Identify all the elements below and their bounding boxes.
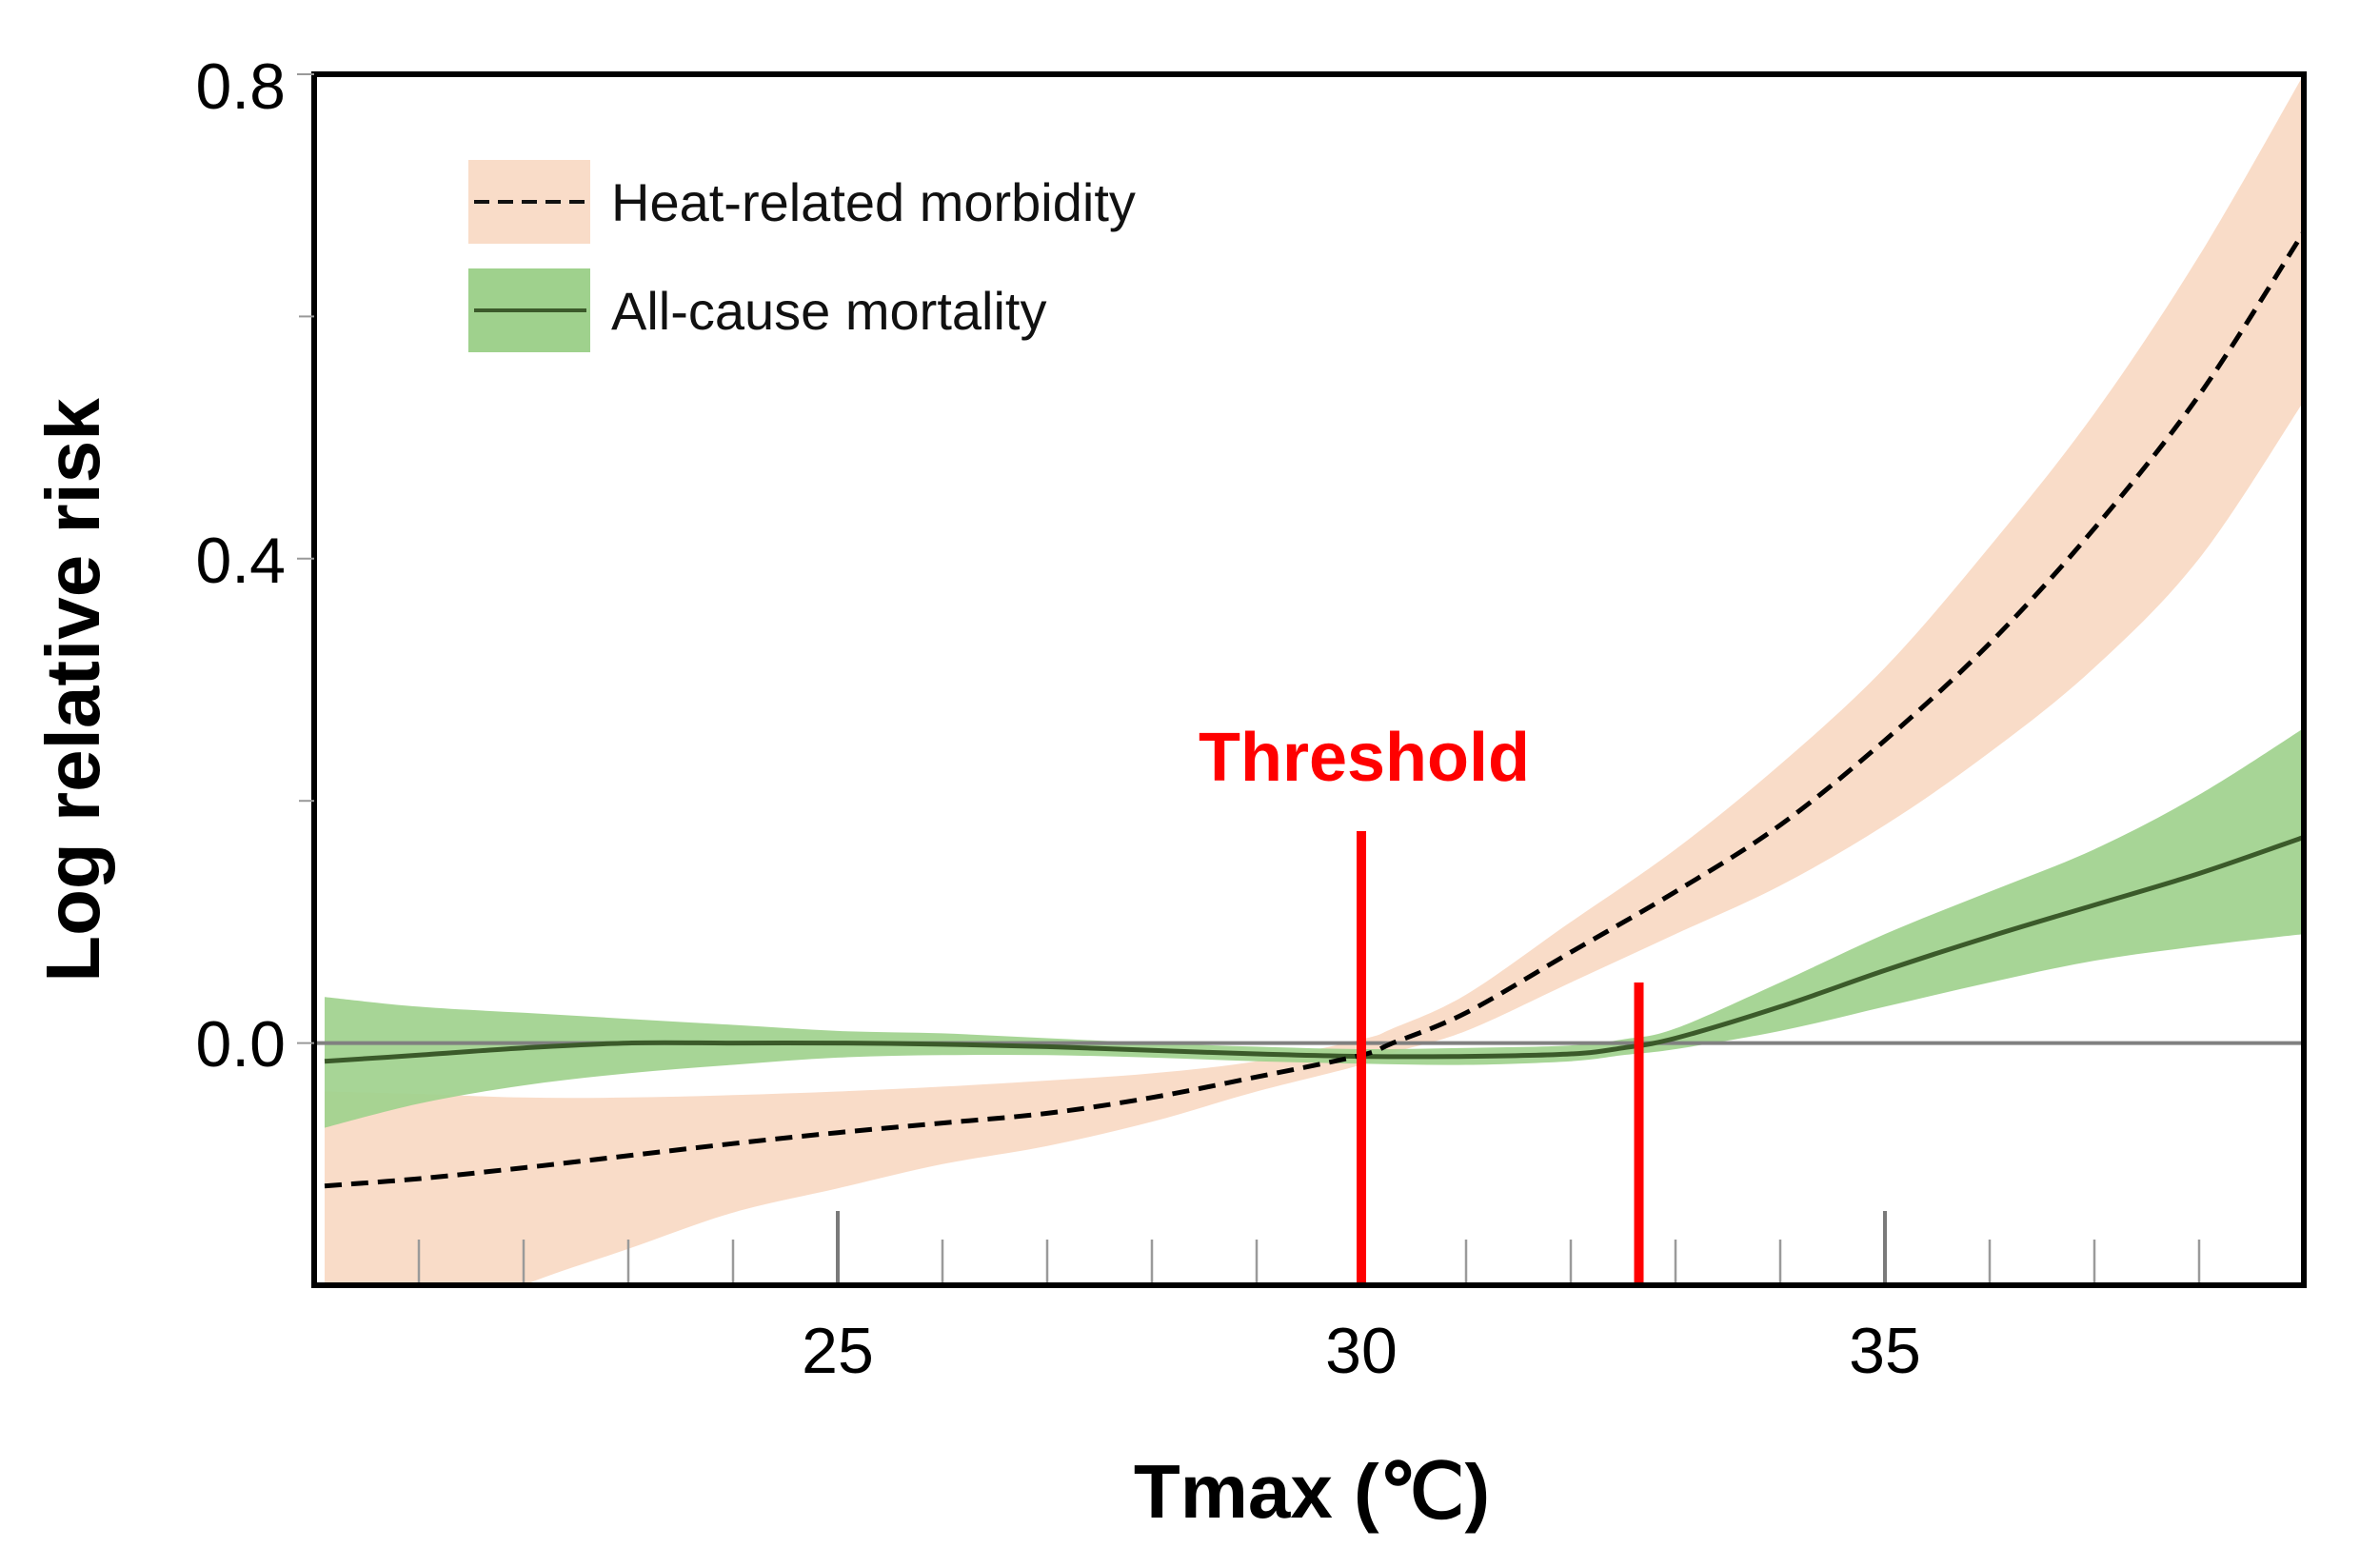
y-axis-ticks [297,73,314,1044]
legend: Heat-related morbidity All-cause mortali… [468,160,1136,352]
legend-label-mortality: All-cause mortality [611,281,1046,341]
x-tick-label-35: 35 [1849,1315,1921,1387]
x-axis-title: Tmax (℃) [1134,1449,1490,1534]
plot-frame [311,71,2307,1288]
y-tick-label-0.4: 0.4 [195,525,286,597]
x-minor-ticks [417,1240,2201,1285]
y-tick-label-0.0: 0.0 [195,1008,286,1081]
legend-label-morbidity: Heat-related morbidity [611,172,1136,232]
x-tick-label-25: 25 [802,1315,874,1387]
mortality-ci-band [325,727,2304,1128]
y-axis-title: Log relative risk [30,398,115,982]
mortality-line [324,835,2304,1064]
x-tick-label-30: 30 [1325,1315,1398,1387]
morbidity-ci-band [325,74,2304,1285]
threshold-label: Threshold [1199,720,1530,796]
morbidity-line [324,230,2304,1189]
y-tick-label-0.8: 0.8 [195,50,286,123]
